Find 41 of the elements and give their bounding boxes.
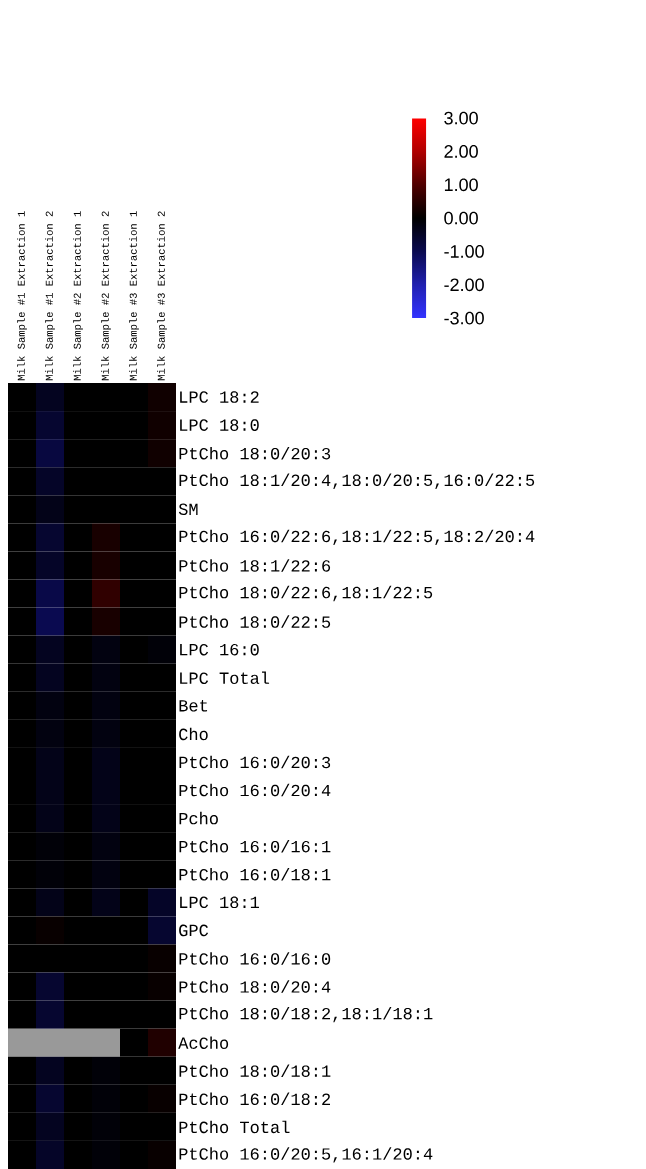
y-tick-label: PtCho Total (179, 1120, 290, 1134)
color-bar-label: 0.00 (444, 211, 478, 225)
y-tick-label: AcCho (178, 1036, 229, 1049)
color-bar-label: 3.00 (444, 111, 478, 125)
y-tick-label: PtCho 16:0/20:3 (179, 755, 331, 769)
y-tick-label: Cho (179, 727, 208, 741)
y-tick-label: PtCho 16:0/18:1 (179, 868, 331, 881)
y-tick-label: PtCho 16:0/16:0 (179, 952, 331, 965)
x-tick-label: Milk Sample #1 Extraction 1 (17, 211, 27, 381)
y-tick-label: PtCho 16:0/16:1 (179, 839, 331, 853)
color-bar-label: -2.00 (444, 278, 484, 292)
x-tick-label: Milk Sample #2 Extraction 1 (73, 211, 83, 381)
y-tick-label: PtCho 18:1/20:4,18:0/20:5,16:0/22:5 (179, 473, 535, 489)
y-tick-label: SM (178, 503, 198, 516)
y-tick-label: LPC 18:2 (180, 391, 259, 403)
y-tick-label: GPC (179, 924, 209, 937)
y-tick-label: PtCho 18:0/18:1 (179, 1064, 331, 1077)
y-tick-label: LPC 18:0 (180, 419, 259, 431)
color-bar-label: 2.00 (444, 145, 478, 158)
y-tick-label: LPC 18:1 (180, 896, 259, 909)
y-tick-label: PtCho 16:0/18:2 (179, 1092, 330, 1106)
x-tick-label: Milk Sample #3 Extraction 1 (129, 211, 139, 381)
color-bar-label: -1.00 (444, 245, 484, 258)
x-tick-label: Milk Sample #3 Extraction 2 (157, 211, 167, 381)
y-tick-label: LPC Total (180, 671, 270, 684)
y-tick-label: Pcho (179, 811, 218, 825)
color-bar-label: 1.00 (444, 178, 478, 192)
color-bar-label: -3.00 (444, 311, 484, 325)
y-tick-label: PtCho 18:0/22:6,18:1/22:5 (179, 585, 433, 602)
y-tick-label: PtCho 18:1/22:6 (179, 559, 331, 572)
y-tick-label: PtCho 16:0/20:5,16:1/20:4 (179, 1147, 433, 1163)
y-tick-label: PtCho 18:0/22:5 (179, 615, 331, 628)
y-tick-label: PtCho 16:0/20:4 (179, 783, 331, 797)
y-tick-label: LPC 16:0 (180, 643, 259, 656)
x-tick-label: Milk Sample #1 Extraction 2 (45, 211, 55, 381)
y-tick-label: PtCho 18:0/18:2,18:1/18:1 (179, 1006, 433, 1023)
y-tick-label: PtCho 16:0/22:6,18:1/22:5,18:2/20:4 (179, 529, 535, 546)
y-tick-label: PtCho 18:0/20:4 (179, 980, 331, 993)
y-tick-label: PtCho 18:0/20:3 (179, 446, 331, 460)
x-tick-label: Milk Sample #2 Extraction 2 (101, 211, 111, 381)
y-tick-label: Bet (179, 700, 208, 712)
